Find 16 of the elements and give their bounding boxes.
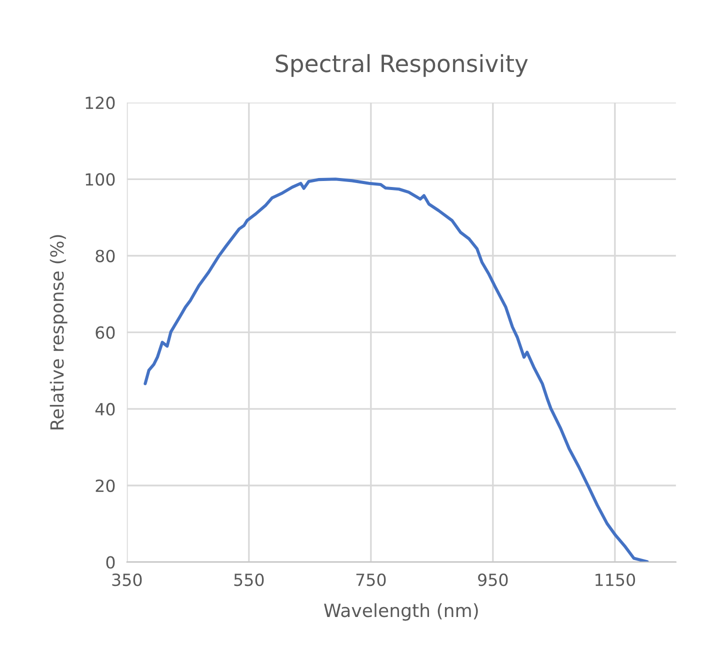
x-tick-label: 1150 bbox=[596, 574, 636, 586]
y-axis-title: Relative response (%) bbox=[50, 235, 68, 430]
line-series bbox=[144, 178, 649, 562]
y-tick-label: 60 bbox=[96, 326, 115, 339]
y-tick-label: 0 bbox=[106, 556, 115, 569]
x-tick-label: 750 bbox=[356, 574, 386, 586]
y-tick-label: 20 bbox=[96, 479, 115, 492]
y-tick-label: 120 bbox=[86, 96, 115, 110]
x-tick-label: 950 bbox=[478, 574, 508, 586]
y-tick-label: 40 bbox=[95, 402, 115, 416]
x-tick-label: 350 bbox=[112, 574, 142, 586]
x-tick-label: 550 bbox=[234, 574, 264, 586]
y-tick-label: 80 bbox=[96, 250, 115, 262]
y-tick-label: 100 bbox=[86, 173, 115, 186]
chart-title: Spectral Responsivity bbox=[276, 54, 528, 77]
x-axis-title: Wavelength (nm) bbox=[324, 603, 478, 621]
